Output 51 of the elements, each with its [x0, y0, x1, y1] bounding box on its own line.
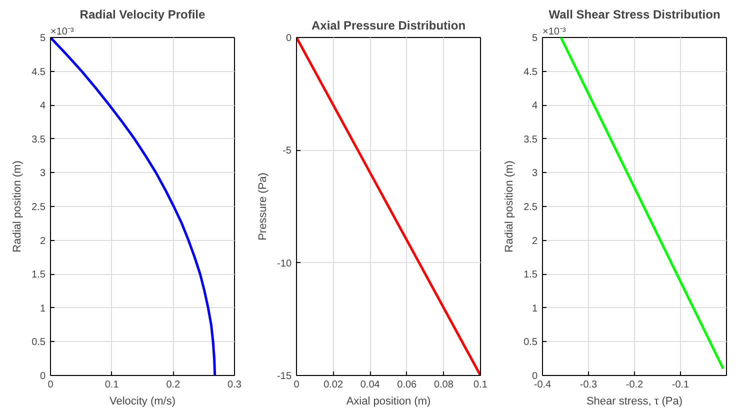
chart-title: Wall Shear Stress Distribution: [548, 8, 720, 22]
y-tick-label: -5: [282, 146, 292, 157]
chart-title: Axial Pressure Distribution: [311, 18, 466, 32]
y-tick-label: 2: [532, 236, 538, 247]
y-tick-label: 5: [532, 33, 538, 44]
y-tick-label: 1: [40, 303, 46, 314]
x-tick-label: -0.1: [672, 380, 690, 390]
y-tick-label: 0: [532, 371, 538, 382]
chart-title: Radial Velocity Profile: [80, 8, 206, 22]
x-tick-label: -0.4: [534, 380, 552, 390]
y-tick-label: 1: [532, 303, 538, 314]
x-tick-label: 0: [294, 380, 300, 390]
y-tick-label: 3: [40, 168, 46, 180]
y-tick-label: -10: [277, 258, 292, 270]
text: ×10⁻³: [50, 26, 74, 38]
y-tick-label: 0.5: [32, 337, 46, 348]
x-tick-label: 0: [48, 380, 54, 390]
y-tick-label: 5: [40, 33, 46, 44]
x-tick-label: 0.1: [104, 380, 120, 390]
x-axis-title: Axial position (m): [346, 396, 431, 408]
x-axis-title: Velocity (m/s): [109, 396, 176, 408]
y-tick-label: 0.5: [524, 337, 538, 348]
y-axis-title: Radial position (m): [504, 160, 516, 252]
x-tick-label: 0.08: [434, 380, 454, 390]
y-tick-label: 4: [40, 100, 46, 112]
x-tick-label: 0.3: [228, 380, 242, 390]
y-axis-title: Pressure (Pa): [257, 172, 270, 240]
y-tick-label: 2.5: [524, 202, 538, 213]
y-tick-label: 1.5: [524, 270, 538, 281]
y-axis-title: Radial position (m): [12, 160, 24, 252]
y-tick-label: 3: [532, 168, 538, 180]
text: ×10⁻³: [542, 26, 566, 38]
x-tick-label: 0.2: [166, 380, 181, 390]
x-tick-label: 0.04: [360, 380, 380, 390]
x-tick-label: 0.02: [324, 380, 344, 390]
x-axis-title: Shear stress, τ (Pa): [586, 396, 683, 408]
y-tick-label: 4.5: [32, 66, 46, 78]
y-tick-label: 1.5: [32, 270, 46, 281]
x-tick-label: -0.2: [626, 380, 644, 390]
x-tick-label: 0.1: [474, 380, 488, 390]
y-tick-label: 3.5: [32, 134, 46, 146]
y-tick-label: -15: [277, 371, 292, 382]
y-tick-label: 4: [532, 100, 538, 112]
x-tick-label: 0.06: [397, 380, 418, 390]
x-tick-label: -0.3: [580, 380, 598, 390]
y-tick-label: 2: [40, 236, 46, 247]
y-tick-label: 4.5: [524, 66, 538, 78]
y-tick-label: 0: [286, 33, 292, 44]
y-tick-label: 2.5: [32, 202, 46, 213]
y-tick-label: 3.5: [524, 134, 538, 146]
y-tick-label: 0: [40, 371, 46, 382]
